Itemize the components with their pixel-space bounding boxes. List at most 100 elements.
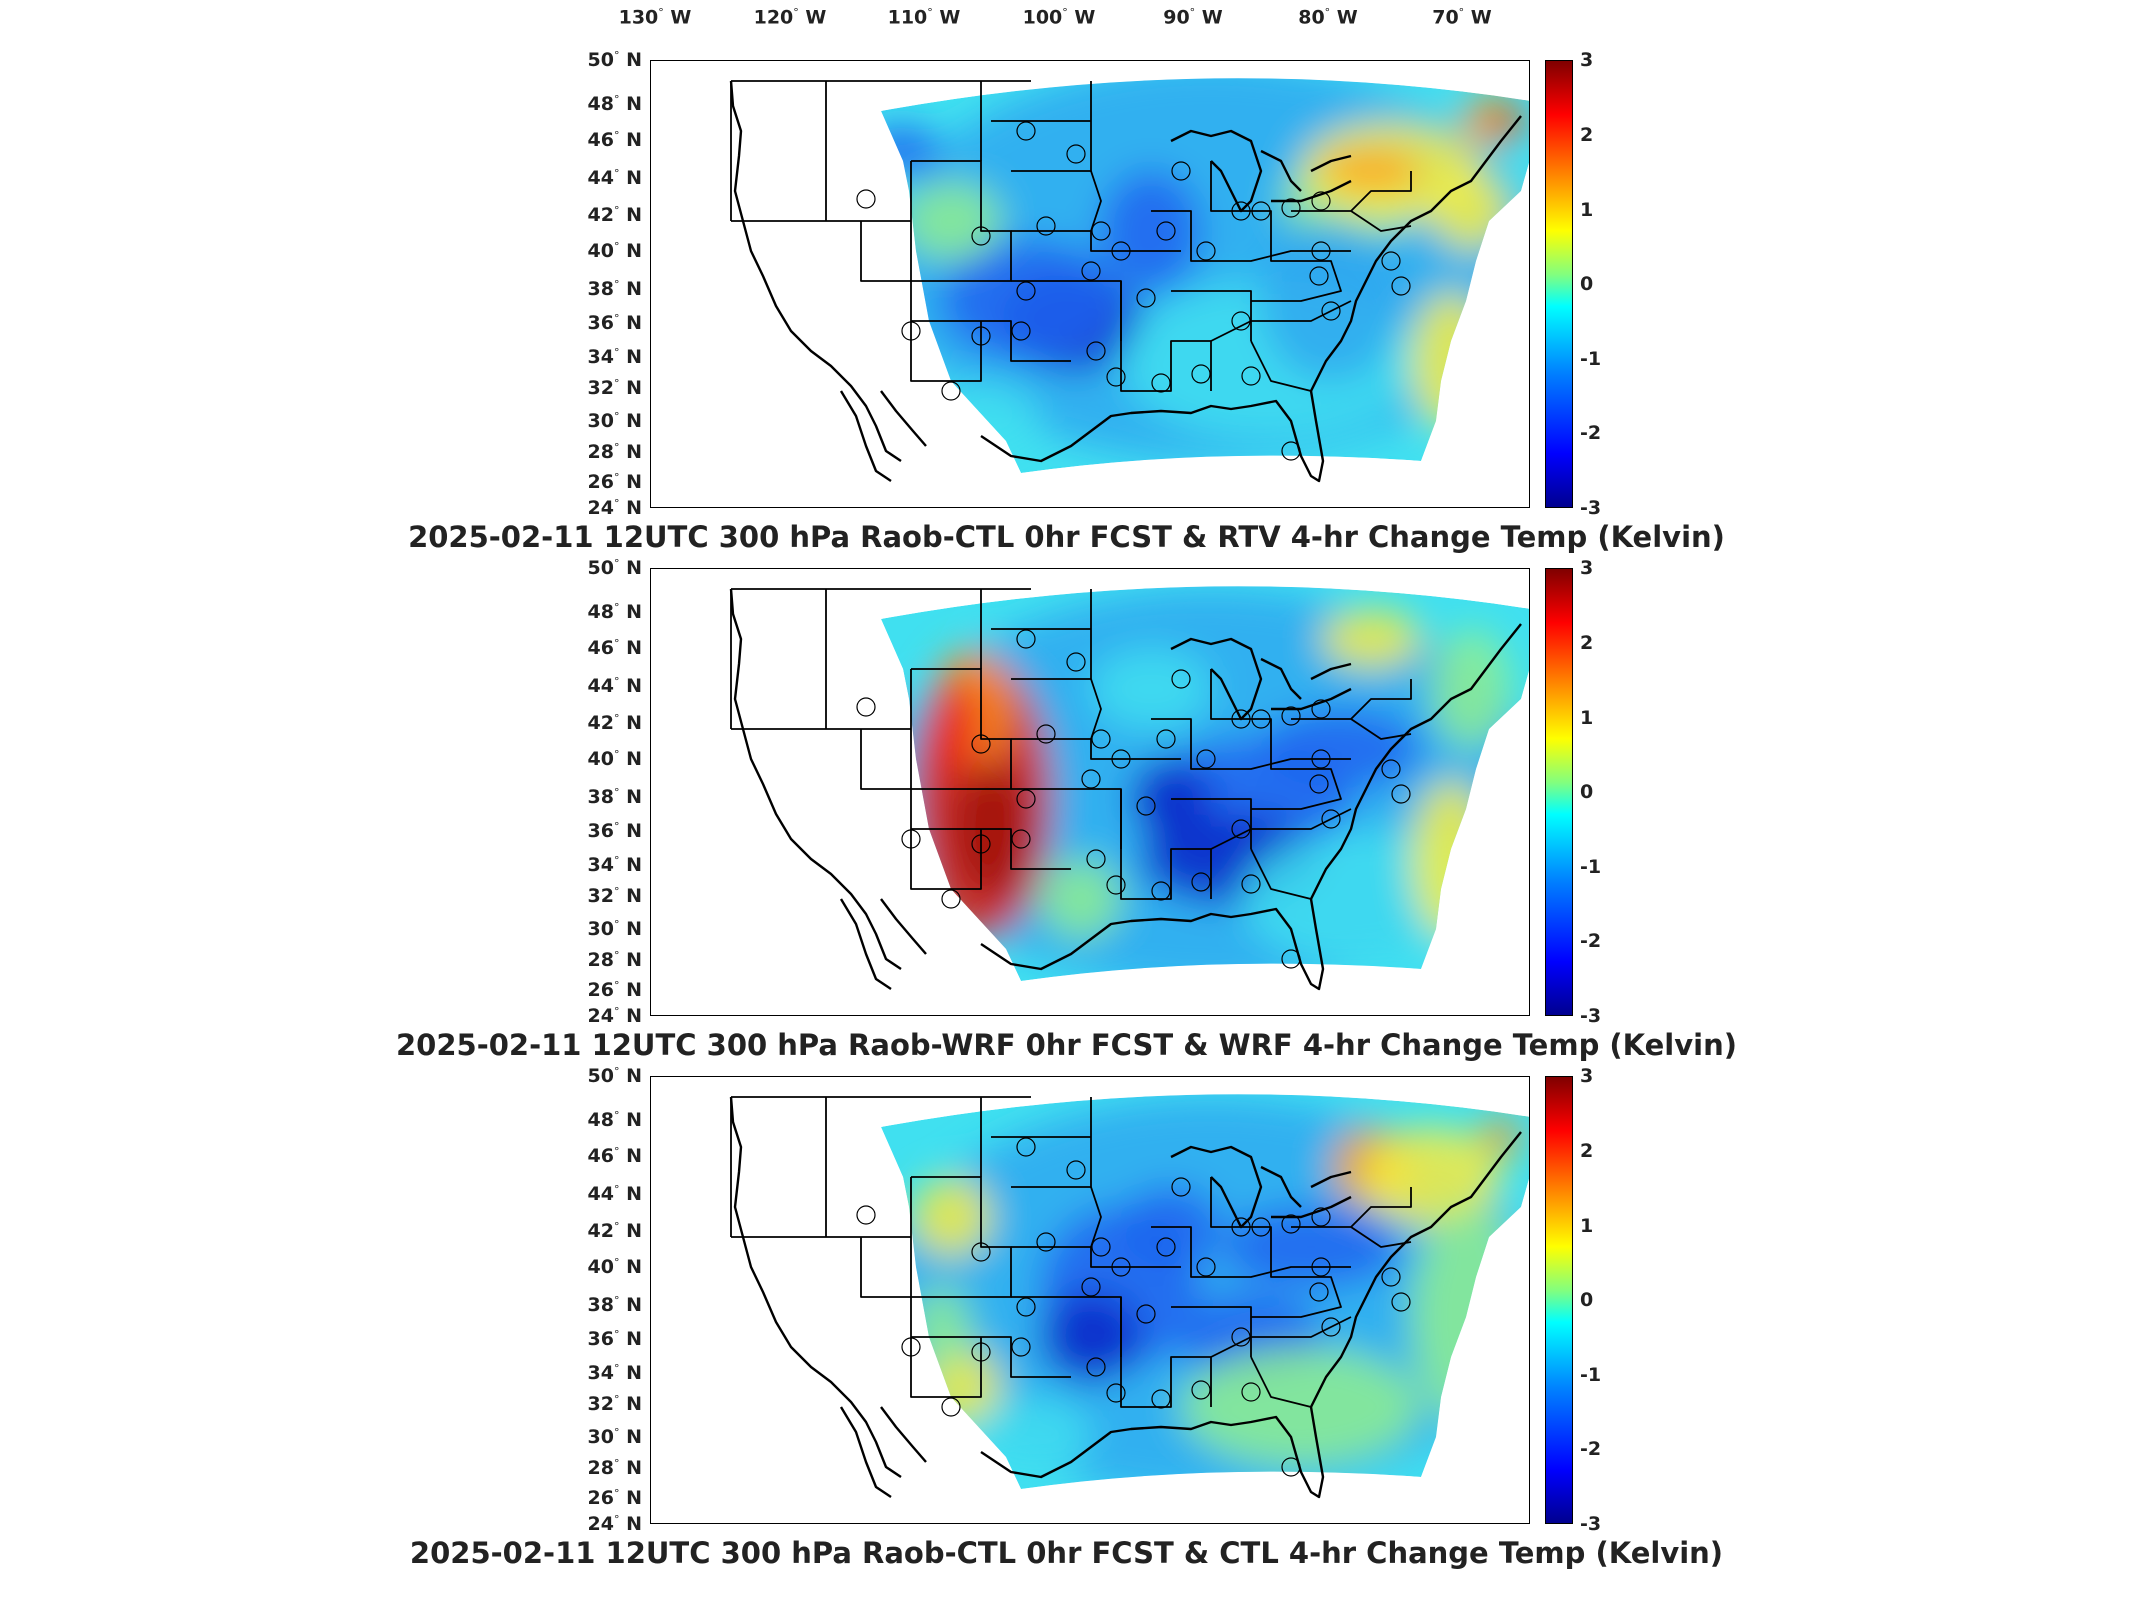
station-marker xyxy=(1391,784,1411,804)
field-region xyxy=(1321,151,1421,191)
geographic-lines xyxy=(729,80,1522,483)
station-marker xyxy=(1281,198,1301,218)
station-marker xyxy=(1106,1383,1126,1403)
station-marker xyxy=(856,697,876,717)
lat-label: 30° N xyxy=(587,917,642,941)
station-marker xyxy=(1171,161,1191,181)
station-marker xyxy=(1321,1317,1341,1337)
coastline xyxy=(839,390,927,482)
field-region xyxy=(1041,859,1121,939)
colorbar-ticks: 3 2 1 0 -1 -2 -3 xyxy=(1580,1065,1620,1535)
state-boundary xyxy=(1011,170,1181,252)
colorbar-tick-label: 2 xyxy=(1580,632,1594,654)
lon-label: 80° W xyxy=(1298,6,1358,29)
station-marker xyxy=(1231,819,1251,839)
field-region xyxy=(1321,609,1421,669)
panel-title: 2025-02-11 12UTC 300 hPa Raob-WRF 0hr FC… xyxy=(395,1028,1737,1062)
lat-label: 38° N xyxy=(587,277,642,301)
colorbar xyxy=(1545,60,1573,508)
lat-label: 26° N xyxy=(587,470,642,494)
station-marker xyxy=(1036,724,1056,744)
station-marker xyxy=(856,1205,876,1225)
colorbar xyxy=(1545,568,1573,1016)
field-region xyxy=(1181,1347,1421,1467)
lat-label: 24° N xyxy=(587,496,642,520)
station-marker xyxy=(1196,241,1216,261)
colorbar-tick-label: 2 xyxy=(1580,124,1594,146)
geographic-lines xyxy=(729,1096,1522,1499)
station-marker xyxy=(1171,669,1191,689)
station-marker xyxy=(1231,1217,1251,1237)
lat-label: 24° N xyxy=(587,1004,642,1028)
field-region xyxy=(1361,1127,1501,1227)
lat-label: 48° N xyxy=(587,1108,642,1132)
lat-label: 46° N xyxy=(587,128,642,152)
lat-label: 42° N xyxy=(587,203,642,227)
state-boundary xyxy=(1210,161,1342,302)
colorbar-tick-label: 3 xyxy=(1580,1065,1594,1087)
colorbar-tick-label: -2 xyxy=(1580,1438,1602,1460)
station-marker xyxy=(1011,1337,1031,1357)
lat-label: 36° N xyxy=(587,1327,642,1351)
station-marker xyxy=(1381,1267,1401,1287)
station-marker xyxy=(1066,1160,1086,1180)
station-marker xyxy=(1011,829,1031,849)
coastline xyxy=(729,1096,902,1478)
state-boundary xyxy=(730,588,1031,730)
colorbar-tick-label: -2 xyxy=(1580,422,1602,444)
colorbar-tick-label: -1 xyxy=(1580,1364,1602,1386)
colorbar-tick-label: 3 xyxy=(1580,49,1594,71)
station-marker xyxy=(1311,1257,1331,1277)
coastline xyxy=(839,898,927,990)
station-marker xyxy=(1016,1297,1036,1317)
lat-label: 32° N xyxy=(587,376,642,400)
state-boundary xyxy=(1120,281,1252,392)
station-marker xyxy=(1151,881,1171,901)
coastline xyxy=(1309,1131,1522,1408)
station-marker xyxy=(1111,749,1131,769)
coastline xyxy=(1170,637,1352,721)
colorbar-tick-label: -3 xyxy=(1580,1513,1602,1535)
colorbar-tick-label: 1 xyxy=(1580,707,1594,729)
field-region xyxy=(881,126,941,176)
station-marker xyxy=(1136,1304,1156,1324)
coastline xyxy=(980,898,1325,991)
state-boundary xyxy=(1151,718,1351,770)
station-marker xyxy=(1391,1292,1411,1312)
station-marker xyxy=(941,889,961,909)
lat-label: 48° N xyxy=(587,600,642,624)
station-marker xyxy=(1281,441,1301,461)
lat-label: 28° N xyxy=(587,1456,642,1480)
lon-label: 70° W xyxy=(1432,6,1492,29)
station-marker xyxy=(1391,276,1411,296)
field-region xyxy=(921,381,1041,461)
station-marker xyxy=(1011,321,1031,341)
lat-label: 44° N xyxy=(587,166,642,190)
station-marker xyxy=(1311,191,1331,211)
station-marker xyxy=(1191,364,1211,384)
lat-label: 50° N xyxy=(587,48,642,72)
colorbar-tick-label: 3 xyxy=(1580,557,1594,579)
lat-label: 48° N xyxy=(587,92,642,116)
station-marker xyxy=(1016,1137,1036,1157)
lat-label: 44° N xyxy=(587,674,642,698)
station-marker xyxy=(1231,709,1251,729)
field-region xyxy=(1411,291,1491,431)
colorbar-tick-label: 2 xyxy=(1580,1140,1594,1162)
lat-label: 34° N xyxy=(587,345,642,369)
colorbar-tick-label: 0 xyxy=(1580,1289,1594,1311)
coastline xyxy=(980,1406,1325,1499)
lat-label: 30° N xyxy=(587,409,642,433)
station-marker xyxy=(1081,769,1101,789)
station-marker xyxy=(1151,373,1171,393)
station-marker xyxy=(1016,281,1036,301)
field-region xyxy=(1091,649,1211,729)
station-marker xyxy=(1156,1237,1176,1257)
station-marker xyxy=(1106,367,1126,387)
station-marker xyxy=(971,1342,991,1362)
state-boundary xyxy=(1291,171,1412,232)
station-marker xyxy=(1231,311,1251,331)
station-marker xyxy=(1191,872,1211,892)
state-boundary xyxy=(730,1096,1031,1238)
lat-label: 24° N xyxy=(587,1512,642,1536)
